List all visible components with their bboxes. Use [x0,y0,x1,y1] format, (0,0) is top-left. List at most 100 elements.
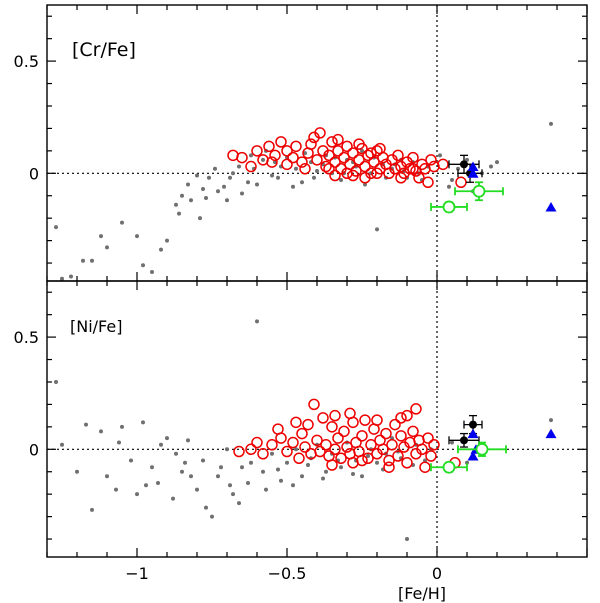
ni-red-point [338,425,350,438]
cr-gray-point [456,166,460,171]
ni-gray-point [219,465,223,470]
cr-red-point [332,145,344,157]
cr-ytick-label-0: 0 [29,164,39,183]
cr-gray-point [150,270,154,275]
xtick-label-minus1: −1 [125,564,149,583]
cr-gray-point [465,157,469,162]
cr-red-point [338,151,350,164]
ni-red-point [416,443,428,456]
ni-red-point [296,427,308,440]
ni-gray-point [294,447,298,452]
ni-red-point [392,450,404,462]
ni-red-point [311,434,323,447]
cr-gray-point [165,238,169,243]
ni-gray-point [228,483,232,488]
cr-gray-point [240,191,244,196]
ni-red-point [326,459,338,471]
ni-gray-point [150,465,154,470]
ni-red-point [329,443,341,456]
cr-red-point [287,151,299,164]
ni-red-point [383,461,395,473]
cr-gray-point [549,121,553,126]
cr-gray-point [450,178,454,183]
cr-red-point [323,149,335,162]
ni-gray-point [321,476,325,481]
ni-red-point [308,398,320,411]
cr-red-point [392,149,404,162]
cr-gray-point [315,169,319,174]
cr-gray-point [273,160,277,165]
cr-gray-point [261,157,265,162]
ni-red-point [407,425,419,438]
ni-red-point [317,412,329,424]
ni-red-point [335,452,347,465]
ni-gray-point [351,471,355,476]
ni-red-point [356,430,368,442]
ni-red-point [326,421,338,433]
cr-gray-point [159,247,163,252]
ni-gray-point [405,537,409,542]
cr-blue-triangle [545,201,557,212]
cr-black-point [460,160,468,169]
ni-red-point [386,439,398,451]
cr-gray-point [291,184,295,189]
ni-black-point [469,420,477,429]
cr-red-point [236,151,248,164]
ni-red-point [245,443,257,456]
cr-gray-point [489,164,493,169]
cr-red-point [359,172,371,184]
ni-gray-point [240,465,244,470]
cr-gray-point [249,153,253,158]
ni-gray-point [423,458,427,463]
cr-gray-point [495,160,499,165]
ni-gray-point [204,505,208,510]
ni-red-point [233,445,245,458]
cr-red-point [332,133,344,146]
cr-gray-point [141,263,145,268]
cr-gray-point [195,173,199,178]
ni-gray-point [246,480,250,485]
cr-blue-triangle [467,168,479,178]
ni-axis-ticks [46,281,588,557]
cr-red-point [413,172,425,184]
ni-red-point [362,452,374,465]
cr-gray-point [207,175,211,180]
cr-red-point [290,140,302,153]
cr-gray-point [60,276,64,281]
ni-gray-point [60,442,64,447]
ni-gray-point [183,460,187,465]
ni-gray-point [291,483,295,488]
cr-gray-point [312,175,316,180]
cr-red-point [353,154,365,166]
cr-red-point [308,131,320,144]
cr-gray-point [81,258,85,263]
cr-gray-point [204,195,208,200]
ni-gray-point [306,463,310,467]
cr-gray-point [237,164,241,169]
ni-gray-point [159,442,163,447]
ni-gray-point [189,474,193,479]
cr-red-point [404,163,416,175]
ni-gray-point [135,492,139,497]
cr-red-point [365,147,377,159]
ni-gray-point [339,465,343,470]
cr-green-point [442,200,456,214]
cr-green-point [472,184,486,198]
panel-ni-fe: [Ni/Fe] 0 0.5 −1 −0.5 0 [Fe/H] [14,280,588,603]
cr-gray-point [438,153,442,158]
cr-gray-point [198,216,202,221]
cr-red-point [305,138,317,150]
ni-red-point [377,443,389,456]
cr-gray-point [180,193,184,198]
cr-gray-point [225,198,229,203]
ni-gray-point [84,422,88,427]
ni-gray-point [165,436,169,441]
cr-red-point [299,163,311,175]
ni-gray-point [210,514,214,519]
ni-red-point [389,418,401,431]
xtick-label-minus0.5: −0.5 [268,564,307,583]
cr-red-point [353,138,365,150]
ni-gray-point [180,469,184,474]
ni-gray-point [129,458,133,463]
